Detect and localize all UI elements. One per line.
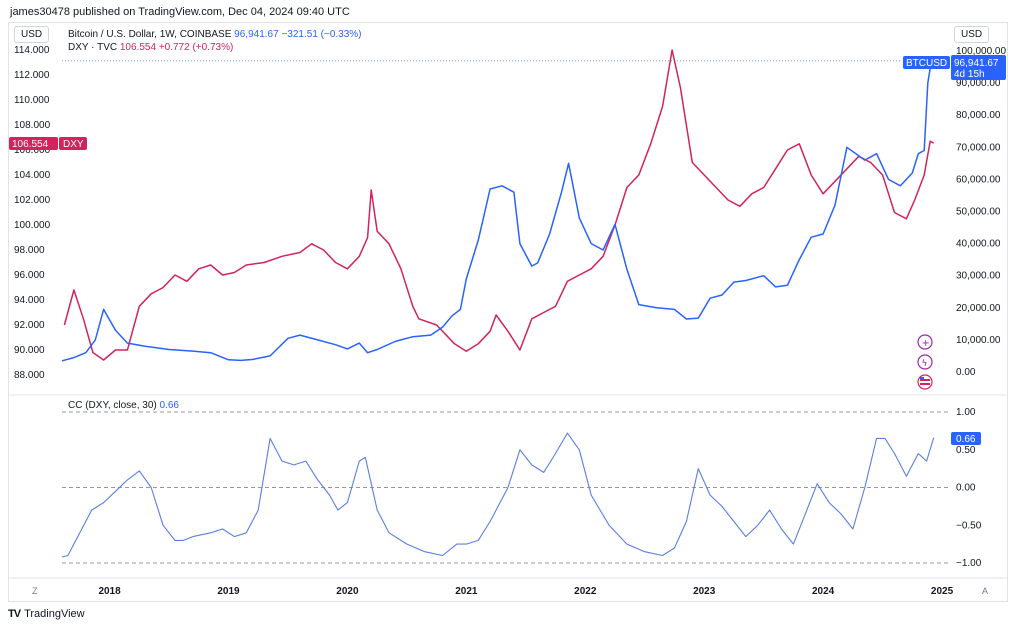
btc-legend-change: −321.51 (−0.33%) (281, 29, 362, 40)
dxy-symbol-tag (59, 137, 87, 150)
right-axis-tick-label: 70,000.00 (956, 142, 1001, 153)
left-axis-tick-label: 88.000 (14, 370, 45, 381)
btc-tag-price: 96,941.67 (954, 58, 999, 69)
left-axis-tick-label: 96.000 (14, 270, 45, 281)
btc-legend-name: Bitcoin / U.S. Dollar, 1W, COINBASE (68, 29, 232, 40)
dxy-legend-row[interactable]: DXY · TVC 106.554 +0.772 (+0.73%) (68, 41, 362, 54)
x-axis-tick-label: 2024 (812, 586, 835, 597)
right-axis-tick-label: 40,000.00 (956, 239, 1001, 250)
left-axis-tick-label: 104.000 (14, 170, 51, 181)
tradingview-brand-text: TradingView (24, 608, 85, 620)
btc-tag-symbol: BTCUSD (906, 58, 947, 69)
btc-legend-price: 96,941.67 (234, 29, 279, 40)
cc-series-line (61, 432, 935, 558)
cc-legend[interactable]: CC (DXY, close, 30) 0.66 (68, 400, 179, 411)
us-flag-stripe-2 (920, 383, 930, 385)
plus-event-icon[interactable] (917, 334, 933, 350)
btcusd-series-line (61, 60, 934, 362)
right-axis-tick-label: 80,000.00 (956, 110, 1001, 121)
left-axis-tick-label: 92.000 (14, 320, 45, 331)
left-axis-tick-label: 110.000 (14, 95, 50, 106)
btc-tag-countdown: 4d 15h (954, 69, 985, 80)
plus-event-glyph: + (922, 338, 930, 349)
left-axis-tick-label: 114.000 (14, 45, 50, 56)
right-axis-tick-label: 50,000.00 (956, 207, 1001, 218)
left-axis-tick-label: 98.000 (14, 245, 45, 256)
tradingview-logo-icon: TV (8, 608, 21, 620)
right-axis-tick-label: 20,000.00 (956, 303, 1001, 314)
tag-layer: BTCUSD 96,941.67 4d 15h 106.554 DXY 0.66 (9, 55, 1006, 445)
series-layer (61, 49, 935, 558)
x-axis-tick-label: 2021 (455, 586, 478, 597)
right-currency-button[interactable]: USD (954, 26, 990, 43)
btc-legend-row[interactable]: Bitcoin / U.S. Dollar, 1W, COINBASE 96,9… (68, 28, 362, 41)
right-axis-tick-label: 90,000.00 (956, 78, 1001, 89)
left-axis-tick-label: 102.000 (14, 195, 51, 206)
cc-legend-value: 0.66 (159, 400, 179, 411)
right-axis-tick-label: 60,000.00 (956, 174, 1001, 185)
left-axis-tick-label: 100.000 (14, 220, 51, 231)
left-axis-tick-label: 106.000 (14, 145, 51, 156)
right-axis-tick-label: 0.00 (956, 367, 976, 378)
event-icons: + ϟ (917, 334, 933, 390)
main-legend: Bitcoin / U.S. Dollar, 1W, COINBASE 96,9… (68, 28, 362, 54)
left-axis-tick-label: 94.000 (14, 295, 45, 306)
left-axis-tick-label: 90.000 (14, 345, 45, 356)
x-axis-tick-label: 2023 (693, 586, 716, 597)
zoom-corner-left[interactable]: Z (32, 586, 38, 596)
dxy-price-tag (9, 137, 58, 150)
x-axis-tick-label: 2020 (336, 586, 359, 597)
btc-price-tag (903, 56, 950, 69)
us-flag-canton (920, 377, 924, 380)
x-axis-tick-label: 2019 (217, 586, 240, 597)
auto-scale-corner[interactable]: A (982, 586, 989, 596)
x-axis-tick-label: 2025 (931, 586, 954, 597)
left-axis-tick-label: 112.000 (14, 70, 50, 81)
dxy-tag-price: 106.554 (12, 139, 49, 150)
cc-legend-label: CC (DXY, close, 30) (68, 400, 157, 411)
publisher-line: james30478 published on TradingView.com,… (10, 6, 350, 18)
dxy-legend-name: DXY · TVC (68, 42, 118, 53)
lightning-event-icon[interactable] (917, 354, 933, 370)
grid-layer (9, 60, 1007, 579)
cc-axis-tick-label: 0.00 (956, 483, 976, 494)
us-flag-stripe-1 (920, 379, 930, 381)
footer-brand[interactable]: TV TradingView (8, 608, 85, 620)
cc-axis-tick-label: 0.50 (956, 445, 976, 456)
dxy-legend-price: 106.554 (119, 42, 157, 53)
left-currency-button[interactable]: USD (14, 26, 50, 43)
right-axis-tick-label: 100,000.00 (956, 46, 1006, 57)
cc-tag-value: 0.66 (956, 434, 976, 445)
dxy-legend-change: +0.772 (+0.73%) (158, 42, 234, 53)
chart-frame (8, 22, 1008, 602)
cc-axis-tick-label: −0.50 (956, 520, 982, 531)
dxy-tag-symbol: DXY (63, 139, 84, 150)
lightning-event-glyph: ϟ (922, 359, 928, 369)
right-axis-tick-label: 10,000.00 (956, 335, 1001, 346)
right-axis-tick-label: 30,000.00 (956, 271, 1001, 282)
btc-tag-price-box (951, 55, 1006, 80)
x-axis-tick-label: 2018 (98, 586, 121, 597)
left-axis-tick-label: 108.000 (14, 120, 51, 131)
cc-value-tag (951, 432, 981, 445)
cc-axis-tick-label: 1.00 (956, 407, 976, 418)
cc-axis-tick-label: −1.00 (956, 558, 982, 569)
axis-layer: 114.000 112.000 110.000 108.000 106.000 104.0… (14, 45, 1006, 597)
dxy-series-line (63, 49, 935, 361)
x-axis-tick-label: 2022 (574, 586, 597, 597)
